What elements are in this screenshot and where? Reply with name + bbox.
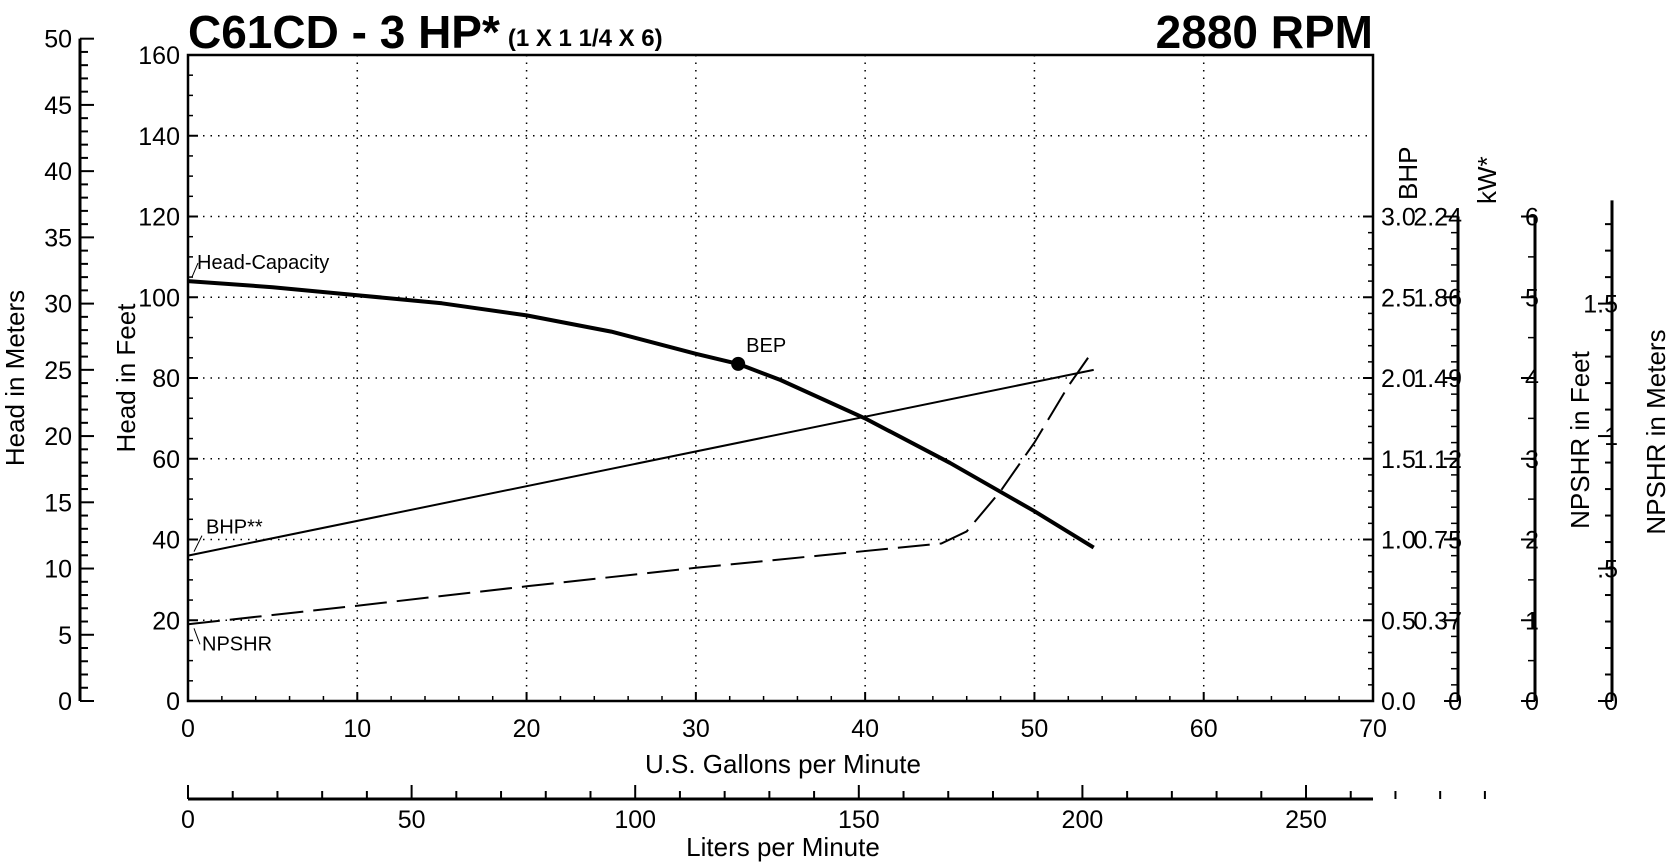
npshr-feet-tick-label: 0 [1525,688,1539,716]
bhp-axis-title: BHP [1393,147,1423,200]
npshr-feet-tick-label: 6 [1525,204,1539,232]
npshr-meters-axis-title: NPSHR in Meters [1641,329,1671,534]
y-feet-tick-label: 20 [152,607,180,635]
bhp-leader [193,535,203,552]
bhp-tick-label: 3.0 [1381,204,1416,232]
y-meters-tick-label: 10 [44,556,72,584]
kw-tick-label: 1.12 [1413,446,1462,474]
y-meters-tick-label: 45 [44,92,72,120]
bep-label: BEP [746,335,786,357]
chart-title: C61CD - 3 HP* [188,6,500,58]
x-tick-label: 40 [851,715,879,743]
y-meters-tick-label: 0 [58,688,72,716]
y-meters-tick-label: 50 [44,26,72,54]
x-tick-label: 10 [343,715,371,743]
npshr-meters-tick-label: 1.5 [1583,291,1618,319]
head-capacity-leader [191,262,199,278]
npshr-feet-tick-label: 1 [1525,607,1539,635]
y-feet-tick-label: 100 [138,284,180,312]
npshr-feet-tick-label: 3 [1525,446,1539,474]
y-axis-title-meters: Head in Meters [0,290,30,466]
chart-title-rpm: 2880 RPM [1156,6,1373,58]
x-axis-title: U.S. Gallons per Minute [645,749,921,779]
bhp-tick-label: 1.0 [1381,527,1416,555]
x-tick-label: 0 [181,715,195,743]
y-meters-tick-label: 40 [44,158,72,186]
npshr-meters-tick-label: 1 [1604,423,1618,451]
axes: 0 10 20 30 40 50 60 700 50 100 150 200 2500204060801… [44,26,1618,834]
kw-tick-label: 1.49 [1413,365,1462,393]
kw-axis-title: kW* [1472,156,1502,204]
head-capacity-label: Head-Capacity [197,252,329,274]
y-meters-tick-label: 20 [44,423,72,451]
x2-tick-label: 100 [614,806,656,834]
x2-tick-label: 50 [398,806,426,834]
npshr-feet-tick-label: 4 [1525,365,1539,393]
y-feet-tick-label: 0 [166,688,180,716]
bhp-tick-label: 1.5 [1381,446,1416,474]
x2-tick-label: 0 [181,806,195,834]
x-tick-label: 20 [513,715,541,743]
y-feet-tick-label: 120 [138,204,180,232]
x-tick-label: 50 [1021,715,1049,743]
y-feet-tick-label: 140 [138,123,180,151]
npshr-meters-tick-label: .5 [1597,556,1618,584]
x2-tick-label: 150 [838,806,880,834]
chart-subtitle: (1 X 1 1/4 X 6) [508,25,663,52]
bhp-curve-label: BHP** [206,517,263,539]
npshr-leader [193,628,201,645]
y-feet-tick-label: 60 [152,446,180,474]
npshr-curve-label: NPSHR [202,633,272,655]
npshr-feet-tick-label: 5 [1525,284,1539,312]
x-tick-label: 60 [1190,715,1218,743]
y-meters-tick-label: 35 [44,224,72,252]
npshr-meters-tick-label: 0 [1604,688,1618,716]
kw-tick-label: 0.37 [1413,607,1462,635]
bhp-tick-label: 2.5 [1381,284,1416,312]
x2-tick-label: 250 [1285,806,1327,834]
y-meters-tick-label: 30 [44,291,72,319]
bhp-tick-label: 0.5 [1381,607,1416,635]
bep-marker [731,356,746,371]
bhp-tick-label: 2.0 [1381,365,1416,393]
kw-tick-label: 2.24 [1413,204,1462,232]
kw-tick-label: 0 [1448,688,1462,716]
kw-tick-label: 0.75 [1413,527,1462,555]
x-tick-label: 30 [682,715,710,743]
bhp-curve [187,368,1094,557]
bhp-tick-label: 0.0 [1381,688,1416,716]
x-tick-label: 70 [1359,715,1387,743]
y-feet-tick-label: 40 [152,527,180,555]
x2-axis-title: Liters per Minute [686,832,880,862]
x2-tick-label: 200 [1062,806,1104,834]
y-meters-tick-label: 5 [58,622,72,650]
npshr-feet-tick-label: 2 [1525,527,1539,555]
series: Head-Capacity BHP** NPSHR BEP [187,252,1095,655]
head-capacity-curve [187,279,1095,550]
y-feet-tick-label: 80 [152,365,180,393]
y-meters-tick-label: 25 [44,357,72,385]
y-axis-title-feet: Head in Feet [111,303,141,453]
npshr-curve [187,349,1095,626]
y-meters-tick-label: 15 [44,489,72,517]
npshr-feet-axis-title: NPSHR in Feet [1565,350,1595,528]
kw-tick-label: 1.86 [1413,284,1462,312]
y-feet-tick-label: 160 [138,42,180,70]
